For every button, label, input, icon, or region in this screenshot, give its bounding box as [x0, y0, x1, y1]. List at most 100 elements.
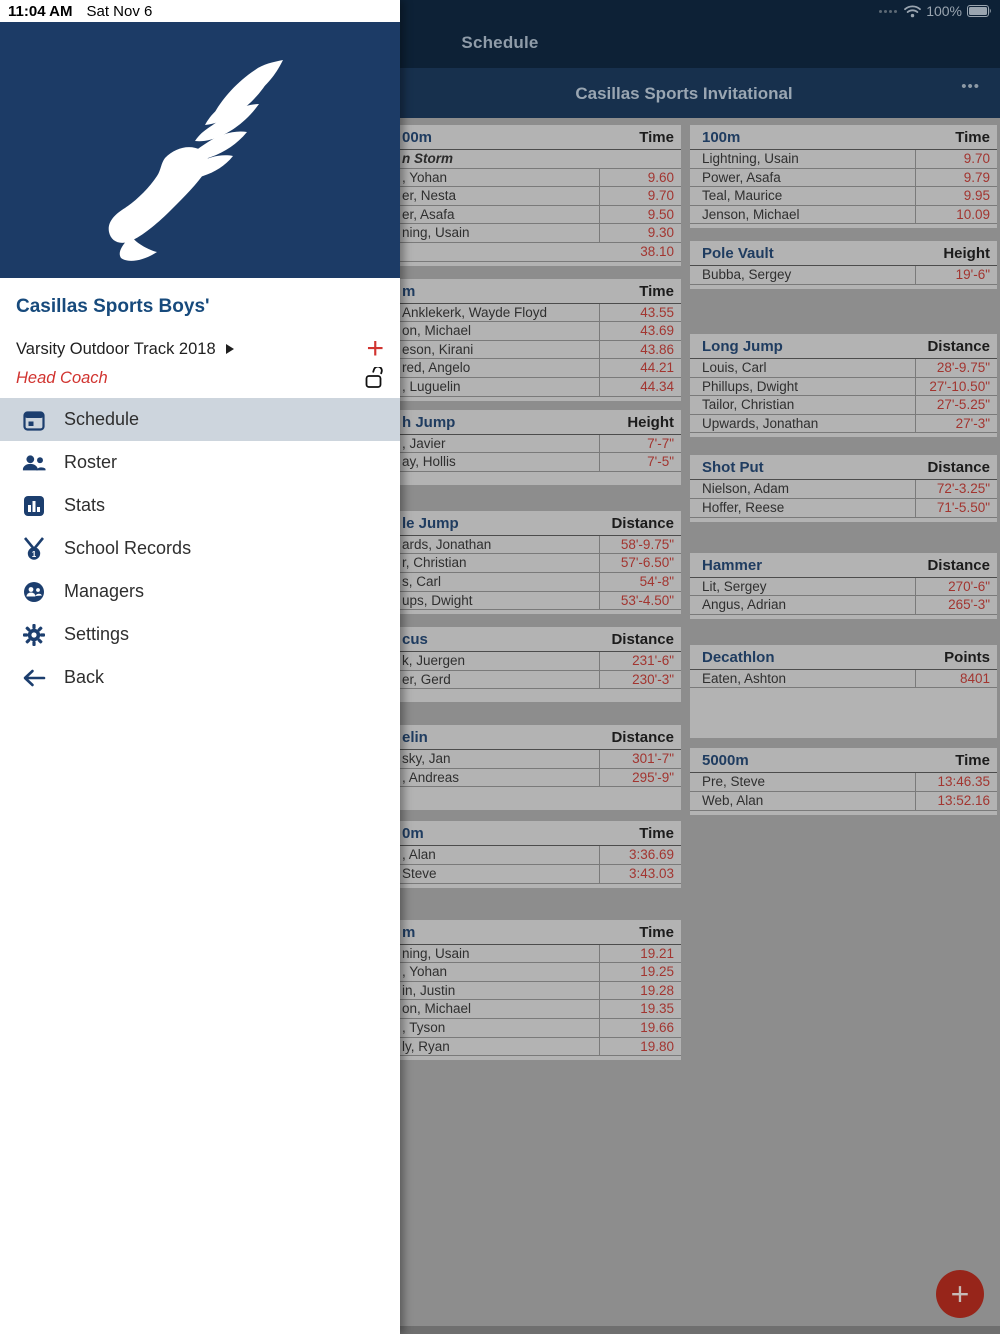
menu-item-settings[interactable]: Settings — [0, 613, 400, 656]
menu-item-roster[interactable]: Roster — [0, 441, 400, 484]
athlete-name: Jenson, Michael — [702, 206, 800, 222]
result-row[interactable]: , Javier 7'-7" — [390, 434, 681, 454]
result-row[interactable]: Hoffer, Reese 71'-5.50" — [690, 498, 997, 518]
result-row[interactable]: k, Juergen 231'-6" — [390, 652, 681, 671]
result-value: 7'-5" — [599, 453, 681, 471]
event-card-header: le Jump Distance — [390, 511, 681, 536]
result-row[interactable]: ly, Ryan 19.80 — [390, 1037, 681, 1057]
result-row[interactable]: er, Nesta 9.70 — [390, 187, 681, 206]
menu-item-schedule[interactable]: Schedule — [0, 398, 400, 441]
result-row[interactable]: Anklekerk, Wayde Floyd 43.55 — [390, 303, 681, 323]
athlete-name: Upwards, Jonathan — [702, 415, 819, 431]
result-row[interactable]: Steve 3:43.03 — [390, 865, 681, 884]
gear-icon — [22, 623, 46, 647]
result-value: 9.50 — [599, 205, 681, 224]
event-title: Hammer — [702, 556, 763, 574]
add-event-button[interactable]: + — [936, 1270, 984, 1318]
result-row[interactable]: , Alan 3:36.69 — [390, 846, 681, 866]
result-row[interactable]: Louis, Carl 28'-9.75" — [690, 358, 997, 378]
value-column-header: Distance — [611, 729, 674, 747]
event-card: 5000m Time Pre, Steve 13:46.35 Web, Alan 13:5… — [690, 748, 997, 815]
result-row[interactable]: ups, Dwight 53'-4.50" — [390, 591, 681, 611]
result-row[interactable]: ards, Jonathan 58'-9.75" — [390, 535, 681, 555]
result-row[interactable]: Web, Alan 13:52.16 — [690, 791, 997, 811]
menu-item-school-records[interactable]: 1 School Records — [0, 527, 400, 570]
value-column-header: Time — [955, 129, 990, 146]
plus-icon: + — [950, 1276, 970, 1312]
result-row[interactable]: Jenson, Michael 10.09 — [690, 205, 997, 225]
result-value: 265'-3" — [915, 596, 997, 614]
menu-item-back[interactable]: Back — [0, 656, 400, 699]
result-row[interactable]: in, Justin 19.28 — [390, 981, 681, 1001]
result-row[interactable]: er, Asafa 9.50 — [390, 205, 681, 225]
result-row[interactable]: , Luguelin 44.34 — [390, 377, 681, 397]
result-row[interactable]: Upwards, Jonathan 27'-3" — [690, 414, 997, 434]
event-card-header: h Jump Height — [390, 410, 681, 435]
result-row[interactable]: Teal, Maurice 9.95 — [690, 187, 997, 206]
athlete-name: Power, Asafa — [702, 169, 781, 185]
result-row[interactable]: Pre, Steve 13:46.35 — [690, 773, 997, 792]
result-value: 27'-10.50" — [915, 377, 997, 396]
result-row[interactable]: Nielson, Adam 72'-3.25" — [690, 480, 997, 499]
result-row[interactable]: , Andreas 295'-9" — [390, 768, 681, 788]
value-column-header: Distance — [927, 556, 990, 574]
event-card-header: m Time — [390, 279, 681, 304]
result-row[interactable]: Tailor, Christian 27'-5.25" — [690, 396, 997, 415]
season-selector[interactable]: Varsity Outdoor Track 2018 + — [16, 332, 384, 365]
result-value: 19.25 — [599, 963, 681, 981]
athlete-name: ning, Usain — [402, 945, 470, 961]
role-row: Head Coach — [16, 367, 384, 389]
result-row[interactable]: Lightning, Usain 9.70 — [690, 150, 997, 169]
result-row[interactable]: , Tyson 19.66 — [390, 1019, 681, 1038]
value-column-header: Height — [943, 245, 990, 263]
result-value: 28'-9.75" — [915, 358, 997, 377]
athlete-name: red, Angelo — [402, 360, 471, 376]
menu-item-stats[interactable]: Stats — [0, 484, 400, 527]
result-row[interactable]: Power, Asafa 9.79 — [690, 168, 997, 188]
event-title: cus — [402, 631, 428, 649]
result-value: 301'-7" — [599, 750, 681, 768]
result-row[interactable]: on, Michael 43.69 — [390, 322, 681, 341]
result-row[interactable]: er, Gerd 230'-3" — [390, 670, 681, 690]
more-options-icon[interactable]: ••• — [961, 78, 980, 95]
menu-item-label: School Records — [64, 538, 192, 558]
athlete-name: sky, Jan — [402, 751, 451, 767]
page-title: Schedule — [461, 33, 539, 52]
athlete-name: er, Nesta — [402, 188, 457, 204]
result-row[interactable]: Phillups, Dwight 27'-10.50" — [690, 377, 997, 397]
drawer-header — [0, 22, 400, 278]
result-row[interactable]: r, Christian 57'-6.50" — [390, 554, 681, 573]
result-row[interactable]: Lit, Sergey 270'-6" — [690, 577, 997, 597]
content-bottom-edge — [0, 1326, 1000, 1334]
event-card: h Jump Height , Javier 7'-7" ay, Hollis 7'-5" — [390, 409, 681, 485]
svg-text:1: 1 — [32, 550, 37, 559]
result-row[interactable]: sky, Jan 301'-7" — [390, 750, 681, 769]
menu-item-managers[interactable]: Managers — [0, 570, 400, 613]
value-column-header: Time — [639, 282, 674, 300]
event-title: 100m — [702, 129, 741, 146]
result-value: 231'-6" — [599, 652, 681, 670]
result-row[interactable]: ay, Hollis 7'-5" — [390, 453, 681, 472]
unlock-icon[interactable] — [364, 367, 384, 389]
add-season-button[interactable]: + — [366, 332, 384, 365]
result-row[interactable]: , Yohan 19.25 — [390, 963, 681, 982]
event-title: Decathlon — [702, 648, 775, 666]
season-label: Varsity Outdoor Track 2018 — [16, 339, 216, 358]
result-row[interactable]: ning, Usain 9.30 — [390, 224, 681, 243]
result-row[interactable]: s, Carl 54'-8" — [390, 572, 681, 592]
result-row[interactable]: eson, Kirani 43.86 — [390, 340, 681, 360]
event-card-header: 5000m Time — [690, 748, 997, 774]
athlete-name: er, Gerd — [402, 671, 451, 687]
result-row[interactable]: red, Angelo 44.21 — [390, 359, 681, 378]
result-row[interactable]: Angus, Adrian 265'-3" — [690, 596, 997, 615]
menu-item-label: Schedule — [64, 409, 140, 429]
result-row[interactable]: on, Michael 19.35 — [390, 1000, 681, 1020]
result-value: 72'-3.25" — [915, 480, 997, 498]
athlete-name: Pre, Steve — [702, 774, 766, 790]
event-card: m Time Anklekerk, Wayde Floyd 43.55 on, Mich… — [390, 278, 681, 401]
result-row[interactable]: , Yohan 9.60 — [390, 168, 681, 188]
result-row[interactable]: Eaten, Ashton 8401 — [690, 669, 997, 689]
side-drawer: 11:04 AM Sat Nov 6 Casillas Sports Boys'… — [0, 0, 400, 1334]
result-row[interactable]: Bubba, Sergey 19'-6" — [690, 266, 997, 285]
result-row[interactable]: ning, Usain 19.21 — [390, 944, 681, 964]
